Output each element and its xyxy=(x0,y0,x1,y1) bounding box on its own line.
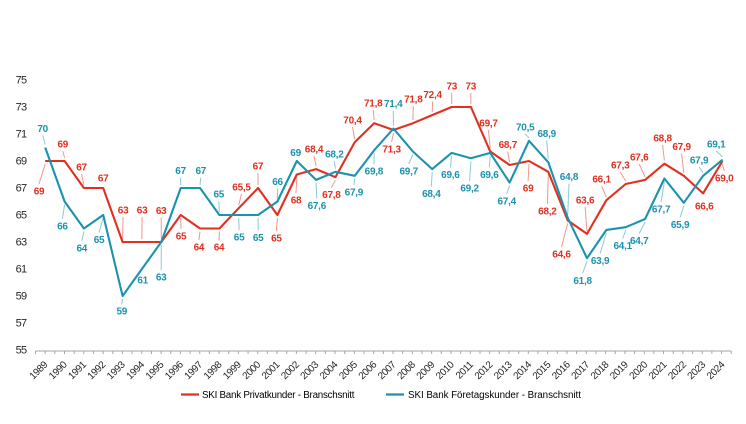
svg-text:72,4: 72,4 xyxy=(423,90,442,101)
svg-text:65: 65 xyxy=(176,232,187,243)
svg-text:67: 67 xyxy=(76,163,87,174)
svg-text:67,3: 67,3 xyxy=(611,161,630,172)
svg-text:65: 65 xyxy=(94,235,105,246)
svg-text:65: 65 xyxy=(16,210,27,222)
svg-text:65: 65 xyxy=(271,234,282,245)
svg-text:64: 64 xyxy=(194,243,205,254)
svg-text:73: 73 xyxy=(446,82,457,93)
svg-text:69,6: 69,6 xyxy=(441,170,460,181)
svg-text:71: 71 xyxy=(16,129,27,141)
svg-text:67,7: 67,7 xyxy=(652,205,671,216)
svg-text:69: 69 xyxy=(34,187,45,198)
svg-text:SKI Bank Företagskunder - Bran: SKI Bank Företagskunder - Branschsnitt xyxy=(408,390,581,401)
svg-text:66,6: 66,6 xyxy=(695,202,714,213)
svg-text:61,8: 61,8 xyxy=(573,276,592,287)
svg-text:67: 67 xyxy=(175,166,186,177)
svg-text:71,8: 71,8 xyxy=(404,95,423,106)
svg-text:64: 64 xyxy=(76,244,87,255)
svg-text:67,6: 67,6 xyxy=(308,201,327,212)
svg-text:66,1: 66,1 xyxy=(592,175,611,186)
svg-text:69,0: 69,0 xyxy=(715,174,734,185)
svg-text:69,1: 69,1 xyxy=(707,140,726,151)
svg-text:65: 65 xyxy=(234,233,245,244)
svg-text:55: 55 xyxy=(16,345,27,357)
svg-text:69,6: 69,6 xyxy=(480,170,499,181)
svg-text:67,9: 67,9 xyxy=(672,142,691,153)
svg-text:67: 67 xyxy=(16,183,27,195)
svg-text:63: 63 xyxy=(118,206,129,217)
svg-text:67: 67 xyxy=(195,166,206,177)
svg-text:68,8: 68,8 xyxy=(653,134,672,145)
svg-text:69,8: 69,8 xyxy=(365,167,384,178)
svg-text:69,7: 69,7 xyxy=(399,167,418,178)
svg-text:SKI Bank Privatkunder - Bransc: SKI Bank Privatkunder - Branschsnitt xyxy=(202,390,355,401)
svg-text:59: 59 xyxy=(116,307,127,318)
svg-text:71,3: 71,3 xyxy=(382,145,401,156)
svg-text:68,4: 68,4 xyxy=(305,145,324,156)
svg-text:65,5: 65,5 xyxy=(232,183,251,194)
svg-text:71,4: 71,4 xyxy=(384,99,403,110)
svg-text:65: 65 xyxy=(213,190,224,201)
svg-text:63,6: 63,6 xyxy=(576,196,595,207)
svg-text:68,4: 68,4 xyxy=(422,189,441,200)
svg-text:69,7: 69,7 xyxy=(479,119,498,130)
svg-text:70,5: 70,5 xyxy=(516,123,535,134)
svg-text:67: 67 xyxy=(98,174,109,185)
svg-text:69: 69 xyxy=(523,184,534,195)
svg-text:63: 63 xyxy=(156,273,167,284)
svg-text:69: 69 xyxy=(16,156,27,168)
svg-text:70,4: 70,4 xyxy=(343,116,362,127)
svg-text:67,6: 67,6 xyxy=(630,153,649,164)
svg-text:69: 69 xyxy=(290,148,301,159)
svg-text:69,2: 69,2 xyxy=(460,184,479,195)
svg-text:75: 75 xyxy=(16,75,27,87)
svg-text:65: 65 xyxy=(253,233,264,244)
svg-text:73: 73 xyxy=(465,82,476,93)
svg-text:61: 61 xyxy=(16,264,27,276)
svg-text:67,4: 67,4 xyxy=(497,197,516,208)
svg-text:64: 64 xyxy=(214,243,225,254)
svg-text:67,8: 67,8 xyxy=(322,190,341,201)
svg-text:73: 73 xyxy=(16,102,27,114)
svg-text:63,9: 63,9 xyxy=(591,256,610,267)
svg-text:69: 69 xyxy=(57,140,68,151)
svg-text:66: 66 xyxy=(272,177,283,188)
svg-text:63: 63 xyxy=(137,206,148,217)
svg-text:67,9: 67,9 xyxy=(345,188,364,199)
svg-text:64,7: 64,7 xyxy=(630,236,649,247)
svg-text:68,2: 68,2 xyxy=(325,150,344,161)
svg-text:59: 59 xyxy=(16,291,27,303)
svg-text:64,6: 64,6 xyxy=(552,250,571,261)
svg-text:68: 68 xyxy=(291,196,302,207)
svg-text:67: 67 xyxy=(253,162,264,173)
svg-text:61: 61 xyxy=(137,276,148,287)
svg-text:57: 57 xyxy=(16,318,27,330)
svg-text:63: 63 xyxy=(156,206,167,217)
svg-text:65,9: 65,9 xyxy=(671,220,690,231)
svg-text:68,2: 68,2 xyxy=(538,207,557,218)
svg-text:63: 63 xyxy=(16,237,27,249)
svg-text:70: 70 xyxy=(37,124,48,135)
svg-text:71,8: 71,8 xyxy=(364,99,383,110)
svg-text:64,8: 64,8 xyxy=(560,172,579,183)
svg-text:68,7: 68,7 xyxy=(499,140,518,151)
svg-text:66: 66 xyxy=(57,222,68,233)
svg-text:67,9: 67,9 xyxy=(690,156,709,167)
svg-text:68,9: 68,9 xyxy=(537,129,556,140)
